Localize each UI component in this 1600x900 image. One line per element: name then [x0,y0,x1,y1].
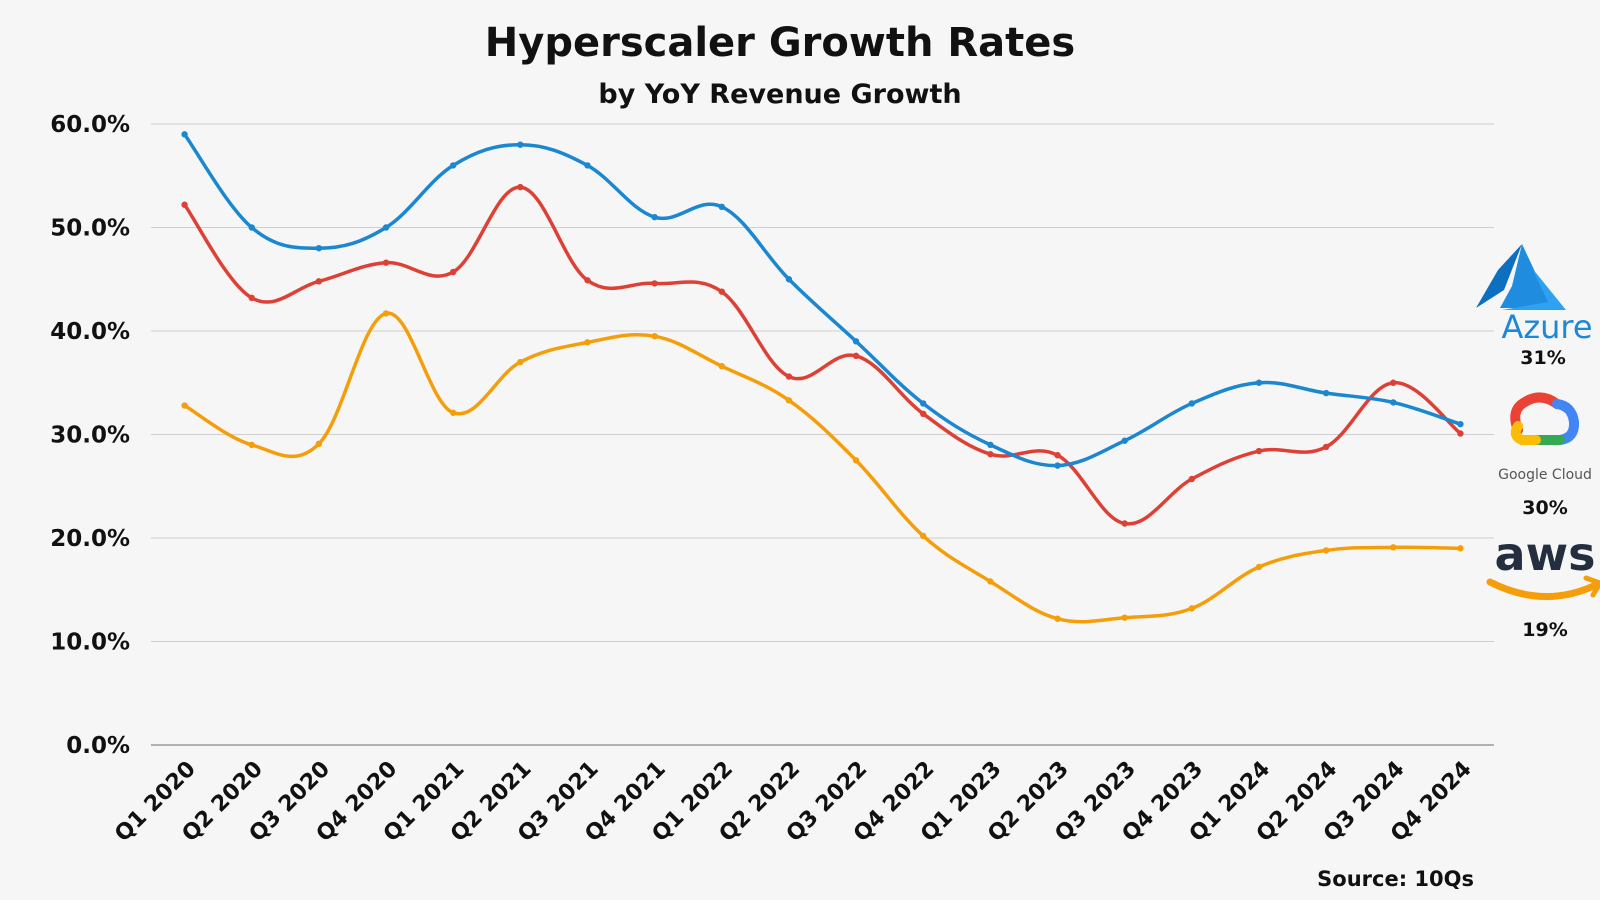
google-cloud-data-point [651,280,658,287]
google-cloud-data-point [1255,447,1263,455]
azure-data-point [785,276,793,283]
aws-data-point [1121,614,1128,621]
azure-data-point [248,224,255,231]
azure-series-line [182,132,1463,468]
y-tick-label: 60.0% [50,112,130,138]
aws-data-point [382,310,390,317]
aws-data-point [449,409,457,416]
google-cloud-data-point [248,294,255,302]
azure-logo-icon [1476,244,1566,310]
azure-data-point [517,141,524,148]
azure-data-point [1188,400,1196,407]
aws-data-point [517,358,524,366]
y-tick-label: 40.0% [50,319,130,345]
aws-data-point [584,339,591,346]
azure-data-point [584,162,591,169]
aws-data-point [315,440,323,448]
azure-data-point [315,245,323,252]
aws-data-point [920,532,927,540]
aws-end-label: 19% [1522,619,1567,641]
google-cloud-data-point [1457,430,1464,437]
azure-logo-text: Azure [1501,308,1592,346]
google-cloud-data-point [852,352,860,360]
aws-data-point [181,402,188,409]
y-tick-label: 10.0% [50,630,130,656]
azure-data-point [718,203,725,210]
azure-data-point [449,162,457,169]
gridlines [151,123,1494,746]
google-cloud-data-point [1322,443,1330,451]
aws-logo-text: aws [1495,527,1596,581]
google-cloud-end-label: 30% [1522,497,1567,519]
y-tick-label: 30.0% [50,423,130,449]
azure-data-point [1054,462,1061,469]
azure-data-point [987,441,994,449]
google-cloud-data-point [584,277,591,284]
google-cloud-data-point [718,288,725,295]
aws-data-point [1322,547,1330,554]
series-points [181,131,1464,622]
google-cloud-data-point [1188,475,1196,483]
google-cloud-data-point [1121,520,1128,527]
aws-data-point [1457,545,1464,552]
aws-series-line [182,311,1463,624]
google-cloud-data-point [517,183,524,191]
y-tick-label: 20.0% [50,526,130,552]
chart-subtitle: by YoY Revenue Growth [598,79,961,110]
azure-data-point [181,131,188,138]
aws-data-point [248,441,255,449]
google-cloud-logo-icon [1510,392,1580,445]
aws-data-point [651,332,658,340]
google-cloud-data-point [1054,452,1061,459]
source-note: Source: 10Qs [1317,867,1474,891]
aws-data-point [1390,544,1397,551]
azure-data-point [651,213,658,221]
y-axis-ticks: 0.0% 10.0% 20.0% 30.0% 40.0% 50.0% 60.0% [50,112,130,759]
aws-data-point [987,578,994,585]
chart-title: Hyperscaler Growth Rates [485,20,1075,66]
google-cloud-data-point [315,278,323,285]
google-cloud-logo-text: Google Cloud [1498,467,1592,483]
aws-data-point [1255,563,1263,571]
google-cloud-series-line [182,185,1463,526]
series-lines [182,132,1463,624]
azure-data-point [1457,420,1464,428]
azure-end-label: 31% [1520,347,1565,369]
aws-data-point [852,457,860,464]
aws-logo-icon [1486,575,1600,600]
azure-data-point [1390,399,1397,406]
google-cloud-data-point [1390,379,1397,386]
azure-data-point [1121,437,1128,444]
google-cloud-data-point [382,259,390,266]
azure-data-point [1255,379,1263,386]
google-cloud-data-point [785,373,793,380]
azure-data-point [1322,389,1330,397]
y-tick-label: 50.0% [50,216,130,242]
y-tick-label: 0.0% [66,733,130,759]
azure-data-point [852,338,860,345]
aws-data-point [1188,605,1196,612]
google-cloud-data-point [449,268,457,276]
google-cloud-data-point [920,410,927,417]
aws-data-point [785,397,793,404]
azure-data-point [920,400,927,407]
azure-data-point [382,224,390,231]
google-cloud-data-point [987,450,994,458]
aws-data-point [1054,615,1061,622]
google-cloud-data-point [181,201,188,208]
aws-data-point [718,362,725,370]
